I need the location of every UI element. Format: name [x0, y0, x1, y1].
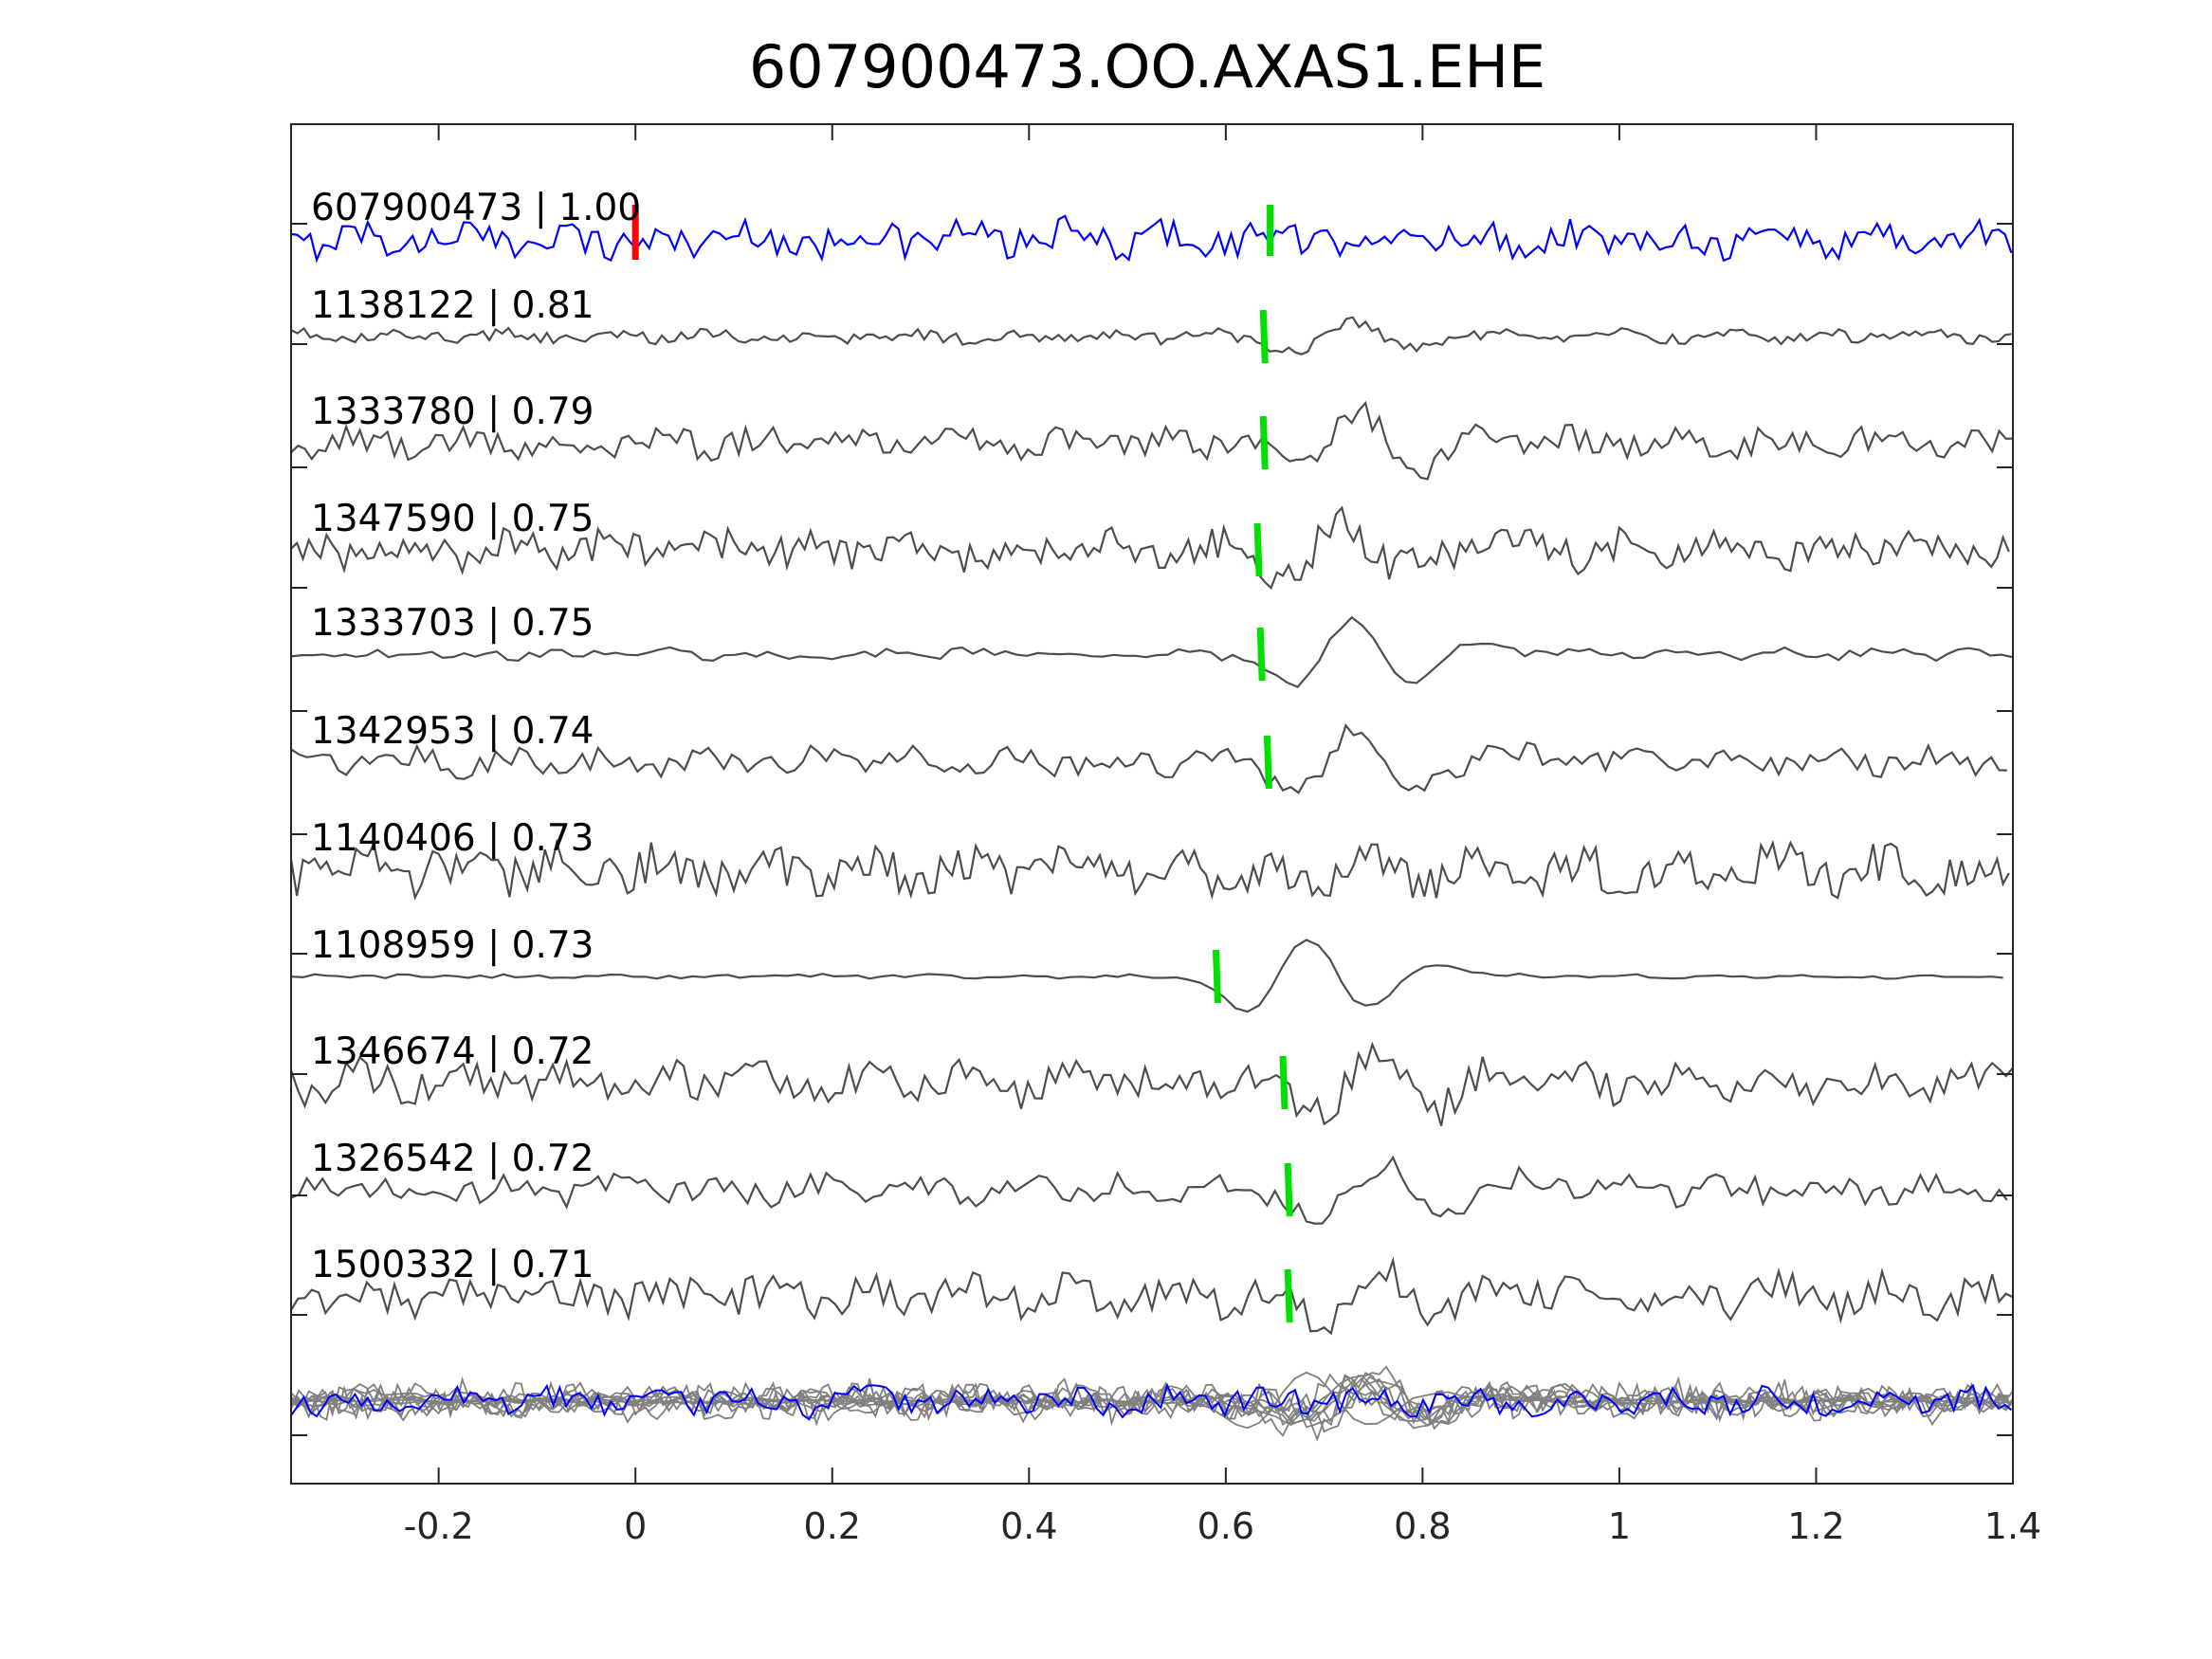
x-axis-ticks: -0.2 0 0.2 0.4 0.6 0.8 1 1.2 1.4 [404, 124, 2041, 1547]
x-tick-label: 0.4 [1000, 1505, 1057, 1547]
x-tick-label: 1 [1608, 1505, 1631, 1547]
trace-label-1347590: 1347590 | 0.75 [311, 498, 594, 540]
trace-label-607900473: 607900473 | 1.00 [311, 187, 641, 229]
trace-label-1138122: 1138122 | 0.81 [311, 284, 594, 327]
trace-label-1326542: 1326542 | 0.72 [311, 1138, 594, 1180]
x-tick-label: 0.8 [1394, 1505, 1451, 1547]
trace-1333703 [290, 615, 2013, 689]
pick-marker-1138122 [1259, 309, 1269, 364]
trace-group [289, 214, 2014, 1336]
pick-marker-1333703 [1256, 627, 1266, 682]
x-tick-label: 0.2 [804, 1505, 861, 1547]
axes [290, 123, 2014, 1485]
x-tick-label: 0.6 [1197, 1505, 1254, 1547]
x-tick-label: -0.2 [404, 1505, 474, 1547]
pick-marker-1108959 [1212, 949, 1221, 1004]
plot-frame [290, 123, 2014, 1485]
pick-marker-1326542 [1284, 1162, 1293, 1217]
trace-1108959 [290, 939, 2003, 1013]
trace-1342953 [290, 723, 2007, 794]
trace-1333780 [290, 400, 2014, 481]
x-tick-label: 0 [624, 1505, 647, 1547]
pick-marker-1333780 [1259, 415, 1269, 470]
trace-1500332 [290, 1256, 2014, 1336]
trace-label-1346674: 1346674 | 0.72 [311, 1030, 594, 1073]
trace-label-1342953: 1342953 | 0.74 [311, 710, 594, 753]
stack-trace-1140406 [290, 1376, 2009, 1428]
trace-1346674 [289, 1041, 2014, 1126]
pick-marker-1500332 [1284, 1268, 1293, 1323]
trace-label-1108959: 1108959 | 0.73 [311, 924, 594, 967]
trace-1140406 [289, 838, 2010, 901]
stack-trace-607900473 [290, 1382, 2013, 1421]
x-tick-label: 1.4 [1984, 1505, 2041, 1547]
trace-label-1500332: 1500332 | 0.71 [311, 1244, 594, 1286]
stacked-overlay [290, 1365, 2014, 1442]
pick-marker-1347590 [1253, 522, 1263, 577]
trace-1326542 [290, 1155, 2008, 1225]
x-tick-label: 1.2 [1787, 1505, 1844, 1547]
pick-marker-1342953 [1263, 735, 1272, 790]
trace-1347590 [290, 505, 2010, 591]
trace-label-1140406: 1140406 | 0.73 [311, 817, 594, 860]
trace-607900473 [290, 214, 2013, 264]
trace-label-1333780: 1333780 | 0.79 [311, 391, 594, 433]
chart-title: 607900473.OO.AXAS1.EHE [749, 32, 1545, 101]
trace-label-group: 607900473 | 1.00 1138122 | 0.81 1333780 | … [311, 187, 641, 1286]
trace-1138122 [290, 316, 2012, 356]
trace-label-1333703: 1333703 | 0.75 [311, 602, 594, 645]
pick-group [631, 205, 1293, 1323]
pick-marker-1346674 [1279, 1055, 1289, 1110]
